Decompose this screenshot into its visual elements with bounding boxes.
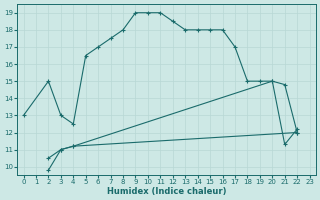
X-axis label: Humidex (Indice chaleur): Humidex (Indice chaleur) — [107, 187, 226, 196]
